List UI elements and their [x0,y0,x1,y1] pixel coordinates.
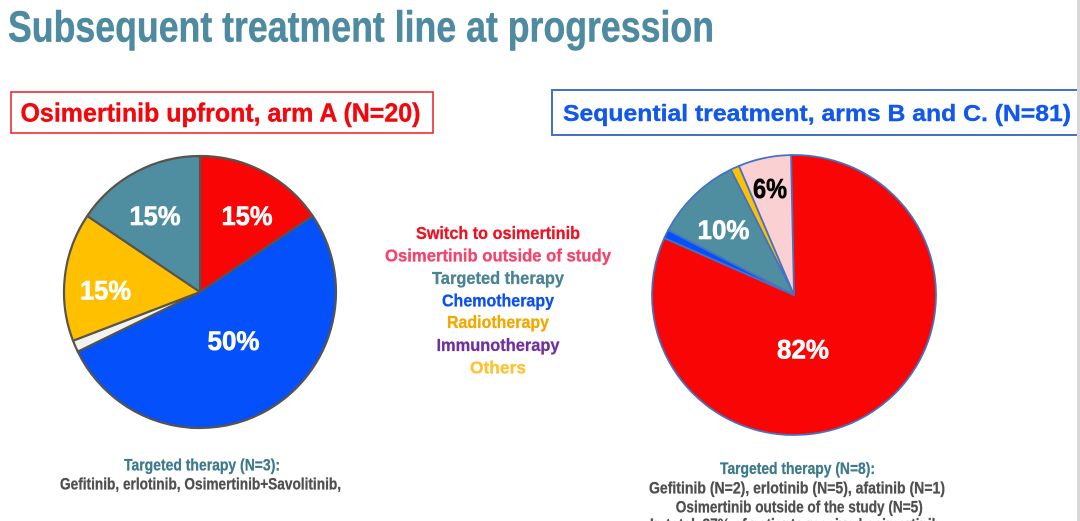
svg-text:15%: 15% [222,201,273,231]
svg-text:Subsequent treatment line at p: Subsequent treatment line at progression [8,3,714,52]
svg-text:15%: 15% [130,201,181,231]
svg-text:Switch to osimertinib: Switch to osimertinib [416,223,580,243]
svg-text:Gefitinib, erlotinib, Osimerti: Gefitinib, erlotinib, Osimertinib+Savoli… [60,475,341,493]
svg-text:Chemotherapy: Chemotherapy [442,290,554,310]
svg-text:Others: Others [470,357,526,377]
svg-text:6%: 6% [753,173,787,204]
svg-text:15%: 15% [80,276,131,306]
svg-text:Osimertinib upfront, arm A (N=: Osimertinib upfront, arm A (N=20) [21,98,421,128]
svg-text:82%: 82% [777,335,829,365]
svg-text:Targeted therapy (N=3):: Targeted therapy (N=3): [124,457,280,475]
svg-text:Targeted therapy: Targeted therapy [432,268,564,288]
svg-text:Targeted therapy (N=8):: Targeted therapy (N=8): [720,460,875,478]
svg-text:Sequential treatment, arms B a: Sequential treatment, arms B and C. (N=8… [563,100,1071,126]
svg-text:Radiotherapy: Radiotherapy [447,312,549,332]
svg-text:Osimertinib outside of the stu: Osimertinib outside of the study (N=5) [676,498,923,516]
svg-text:Gefitinib (N=2), erlotinib (N=: Gefitinib (N=2), erlotinib (N=5), afatin… [649,479,945,497]
svg-text:In total, 87% of patients rece: In total, 87% of patients received osime… [650,516,940,521]
svg-text:Immunotherapy: Immunotherapy [437,335,560,355]
svg-text:10%: 10% [698,215,750,245]
svg-text:50%: 50% [208,326,260,356]
svg-text:Osimertinib outside of study: Osimertinib outside of study [385,245,611,265]
